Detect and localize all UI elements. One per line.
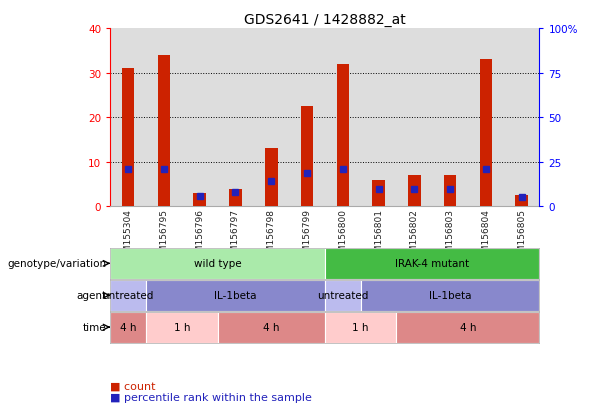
Text: 1 h: 1 h <box>352 322 369 332</box>
Text: ■ count: ■ count <box>110 381 156 391</box>
Bar <box>372 180 385 207</box>
Bar <box>337 64 349 207</box>
Bar <box>325 248 539 279</box>
Text: ■ percentile rank within the sample: ■ percentile rank within the sample <box>110 392 312 402</box>
Text: untreated: untreated <box>317 290 368 301</box>
Bar <box>408 176 421 207</box>
Text: IL-1beta: IL-1beta <box>215 290 257 301</box>
Bar <box>325 312 397 343</box>
Bar <box>265 149 278 207</box>
Text: IL-1beta: IL-1beta <box>429 290 471 301</box>
Text: agent: agent <box>76 290 106 301</box>
Bar <box>325 280 360 311</box>
Text: 4 h: 4 h <box>120 322 137 332</box>
Text: 4 h: 4 h <box>263 322 280 332</box>
Bar <box>479 60 492 207</box>
Text: wild type: wild type <box>194 259 242 269</box>
Bar <box>229 189 242 207</box>
Bar <box>444 176 456 207</box>
Text: 4 h: 4 h <box>460 322 476 332</box>
Text: IRAK-4 mutant: IRAK-4 mutant <box>395 259 469 269</box>
Bar <box>397 312 539 343</box>
Title: GDS2641 / 1428882_at: GDS2641 / 1428882_at <box>244 12 406 26</box>
Text: 1 h: 1 h <box>173 322 190 332</box>
Bar <box>122 69 134 207</box>
Bar <box>158 56 170 207</box>
Bar <box>110 280 146 311</box>
Bar <box>360 280 539 311</box>
Bar <box>194 194 206 207</box>
Bar <box>110 248 325 279</box>
Bar <box>218 312 325 343</box>
Bar <box>146 280 325 311</box>
Bar <box>146 312 218 343</box>
Bar <box>301 107 313 207</box>
Text: genotype/variation: genotype/variation <box>7 259 106 269</box>
Text: time: time <box>82 322 106 332</box>
Bar <box>516 196 528 207</box>
Text: untreated: untreated <box>102 290 154 301</box>
Bar <box>110 312 146 343</box>
